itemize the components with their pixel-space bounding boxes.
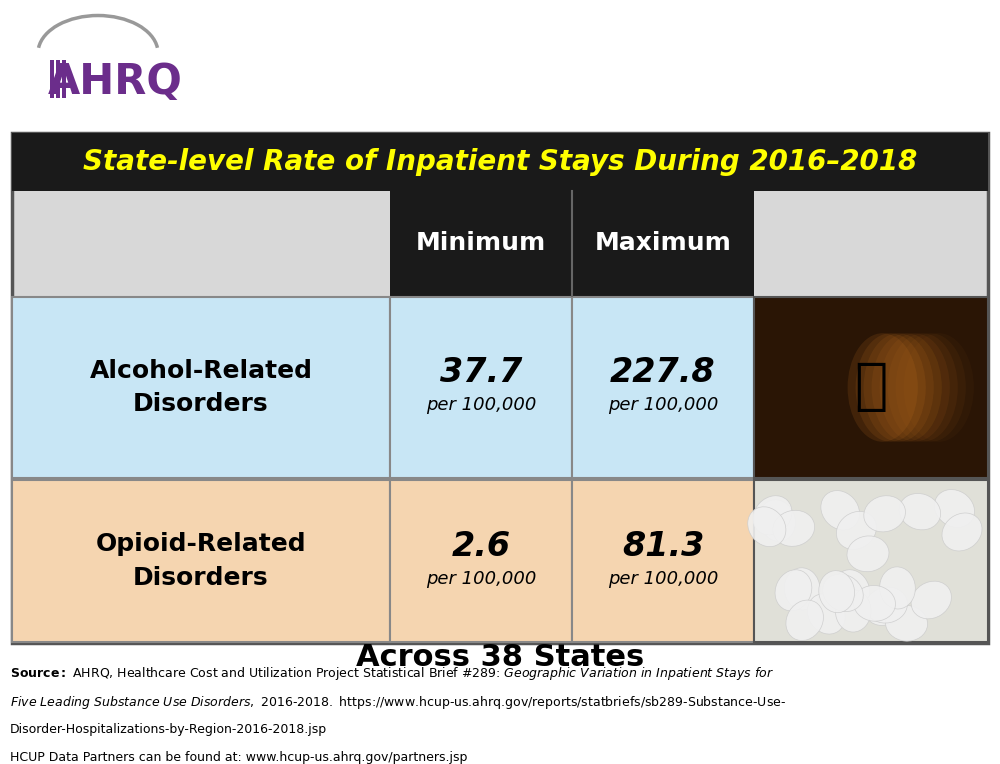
Ellipse shape [821, 490, 860, 530]
Ellipse shape [864, 333, 934, 442]
Ellipse shape [864, 496, 905, 532]
Ellipse shape [748, 507, 786, 547]
Ellipse shape [775, 570, 812, 611]
Bar [390, 297, 572, 478]
Ellipse shape [848, 333, 918, 442]
Text: State-level Rate of Inpatient Stays During 2016–2018: State-level Rate of Inpatient Stays Duri… [83, 148, 917, 176]
Ellipse shape [942, 513, 982, 551]
Text: Opioid-Related
Disorders: Opioid-Related Disorders [96, 533, 306, 590]
Text: 227.8: 227.8 [610, 356, 716, 389]
Ellipse shape [911, 581, 951, 619]
Bar [62, 60, 66, 98]
Bar [12, 297, 390, 478]
Bar [572, 297, 754, 478]
Ellipse shape [866, 587, 907, 623]
Text: AHRQ: AHRQ [48, 61, 182, 103]
Ellipse shape [934, 490, 975, 527]
Bar [572, 480, 754, 642]
Ellipse shape [835, 590, 871, 632]
Text: HCUP Data Partners can be found at: www.hcup-us.ahrq.gov/partners.jsp: HCUP Data Partners can be found at: www.… [10, 751, 467, 764]
Text: State Variations in Inpatient Stays
for Substance Use Disorders: State Variations in Inpatient Stays for … [260, 21, 935, 98]
Text: per 100,000: per 100,000 [426, 397, 536, 415]
Ellipse shape [864, 588, 905, 626]
Text: 37.7: 37.7 [440, 356, 522, 389]
Ellipse shape [872, 333, 942, 442]
Bar [56, 60, 60, 98]
Bar [754, 297, 988, 478]
Bar [754, 480, 988, 642]
Text: 🍹: 🍹 [854, 361, 888, 415]
Text: Minimum: Minimum [416, 231, 546, 255]
Text: $\mathbf{Source:}$ AHRQ, Healthcare Cost and Utilization Project Statistical Bri: $\mathbf{Source:}$ AHRQ, Healthcare Cost… [10, 665, 774, 682]
Ellipse shape [819, 571, 855, 613]
Ellipse shape [836, 511, 876, 549]
Ellipse shape [899, 494, 941, 530]
Ellipse shape [880, 333, 950, 442]
Ellipse shape [807, 594, 845, 634]
Bar [12, 133, 988, 191]
Ellipse shape [753, 496, 792, 535]
Ellipse shape [888, 333, 958, 442]
Ellipse shape [773, 510, 815, 546]
Ellipse shape [880, 567, 915, 609]
Ellipse shape [784, 568, 820, 610]
Text: 81.3: 81.3 [622, 529, 704, 562]
Ellipse shape [856, 333, 926, 442]
Bar [390, 480, 572, 642]
Text: per 100,000: per 100,000 [608, 397, 718, 415]
Text: per 100,000: per 100,000 [608, 570, 718, 588]
Ellipse shape [786, 600, 823, 640]
Ellipse shape [823, 574, 863, 611]
Text: 2.6: 2.6 [451, 529, 511, 562]
Text: Disorder-Hospitalizations-by-Region-2016-2018.jsp: Disorder-Hospitalizations-by-Region-2016… [10, 723, 327, 736]
Bar [390, 191, 754, 296]
Ellipse shape [847, 536, 889, 571]
Text: Across 38 States: Across 38 States [356, 643, 644, 672]
Text: Maximum: Maximum [595, 231, 731, 255]
Text: per 100,000: per 100,000 [426, 570, 536, 588]
Ellipse shape [896, 333, 966, 442]
Ellipse shape [853, 585, 895, 621]
Ellipse shape [833, 570, 870, 611]
Ellipse shape [886, 605, 928, 641]
Bar [50, 60, 54, 98]
Bar [12, 480, 390, 642]
Ellipse shape [759, 500, 795, 542]
Text: Alcohol-Related
Disorders: Alcohol-Related Disorders [90, 359, 312, 416]
Text: $\mathit{Five\ Leading\ Substance\ Use\ Disorders,\ 2016\text{-}2018.}$ https://: $\mathit{Five\ Leading\ Substance\ Use\ … [10, 694, 786, 711]
